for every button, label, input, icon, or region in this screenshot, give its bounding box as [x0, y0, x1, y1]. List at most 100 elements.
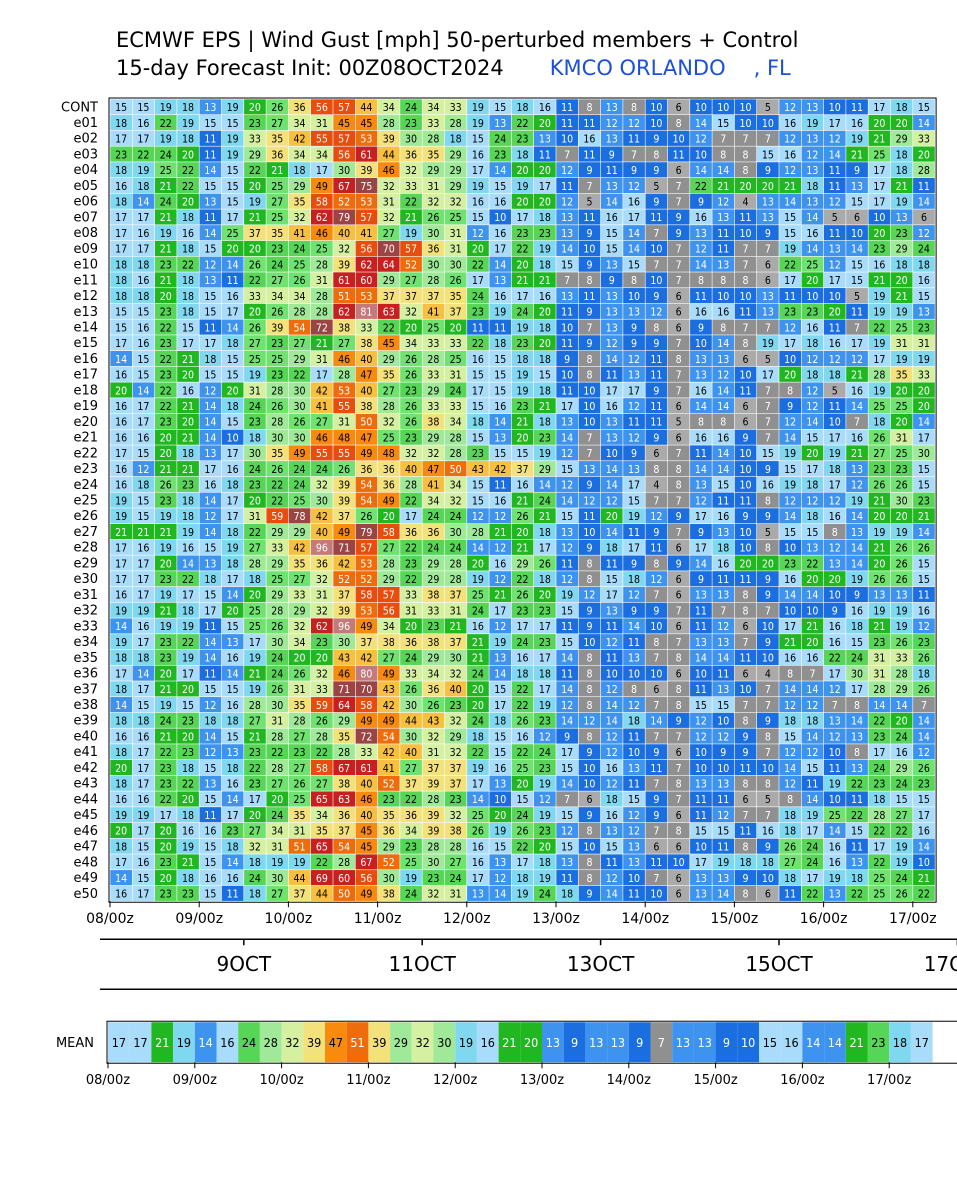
cell-value: 8 — [787, 385, 793, 397]
cell-value: 9 — [586, 810, 592, 822]
cell-value: 20 — [740, 558, 752, 570]
cell-value: 18 — [784, 810, 796, 822]
cell-value: 26 — [271, 621, 283, 633]
heat-cell — [154, 130, 177, 146]
cell-value: 15 — [918, 558, 930, 570]
cell-value: 44 — [383, 149, 395, 161]
cell-value: 15 — [137, 495, 149, 507]
cell-value: 14 — [829, 149, 841, 161]
cell-value: 19 — [160, 543, 172, 555]
heat-cell — [890, 225, 913, 241]
cell-value: 14 — [918, 716, 930, 728]
cell-value: 14 — [561, 684, 573, 696]
cell-value: 18 — [539, 857, 551, 869]
cell-value: 9 — [743, 511, 749, 523]
cell-value: 18 — [115, 653, 127, 665]
mean-value: 16 — [220, 1035, 234, 1050]
cell-value: 24 — [450, 543, 462, 555]
cell-value: 32 — [450, 495, 462, 507]
cell-value: 15 — [494, 747, 506, 759]
cell-value: 23 — [160, 259, 172, 271]
cell-value: 20 — [896, 118, 908, 130]
cell-value: 15 — [227, 684, 239, 696]
cell-value: 6 — [676, 621, 682, 633]
cell-value: 14 — [494, 417, 506, 429]
cell-value: 14 — [918, 417, 930, 429]
cell-value: 9 — [586, 480, 592, 492]
heat-cell — [311, 303, 333, 319]
cell-value: 9 — [765, 716, 771, 728]
cell-value: 23 — [160, 763, 172, 775]
cell-value: 17 — [829, 118, 841, 130]
cell-value: 15 — [472, 495, 484, 507]
cell-value: 24 — [450, 385, 462, 397]
cell-value: 13 — [695, 590, 707, 602]
cell-value: 18 — [539, 574, 551, 586]
cell-value: 20 — [896, 417, 908, 429]
heat-cell — [623, 225, 645, 241]
cell-value: 37 — [517, 464, 529, 476]
heat-cell — [266, 130, 289, 146]
cell-value: 10 — [650, 102, 662, 114]
cell-value: 10 — [650, 275, 662, 287]
cell-value: 37 — [338, 590, 350, 602]
cell-value: 8 — [743, 889, 749, 901]
cell-value: 16 — [472, 621, 484, 633]
cell-value: 29 — [427, 385, 439, 397]
heat-cell — [444, 99, 467, 115]
cell-value: 11 — [740, 653, 752, 665]
heat-cell — [645, 225, 668, 241]
cell-value: 10 — [740, 527, 752, 539]
cell-value: 13 — [494, 779, 506, 791]
heat-cell — [422, 209, 445, 225]
cell-value: 28 — [427, 134, 439, 146]
cell-value: 11 — [494, 480, 506, 492]
cell-value: 15 — [204, 889, 216, 901]
cell-value: 9 — [631, 558, 637, 570]
heat-cell — [623, 130, 645, 146]
cell-value: 11 — [204, 212, 216, 224]
cell-value: 19 — [896, 857, 908, 869]
cell-value: 8 — [653, 322, 659, 334]
cell-value: 8 — [586, 668, 592, 680]
cell-value: 62 — [338, 307, 350, 319]
cell-value: 11 — [829, 181, 841, 193]
heat-cell — [377, 319, 400, 335]
cell-value: 11 — [717, 841, 729, 853]
heat-cell — [489, 288, 512, 304]
cell-value: 7 — [765, 810, 771, 822]
cell-value: 38 — [360, 338, 372, 350]
cell-value: 25 — [249, 605, 261, 617]
heat-cell — [913, 99, 935, 115]
cell-value: 8 — [586, 354, 592, 366]
heat-cell — [311, 272, 333, 288]
cell-value: 16 — [204, 480, 216, 492]
cell-value: 29 — [896, 763, 908, 775]
cell-value: 28 — [450, 574, 462, 586]
cell-value: 29 — [294, 181, 306, 193]
cell-value: 21 — [137, 527, 149, 539]
cell-value: 4 — [653, 480, 659, 492]
cell-value: 19 — [249, 196, 261, 208]
heat-cell — [846, 303, 868, 319]
cell-value: 23 — [918, 322, 930, 334]
cell-value: 9 — [653, 747, 659, 759]
cell-value: 12 — [784, 779, 796, 791]
cell-value: 30 — [271, 637, 283, 649]
heat-cell — [266, 319, 289, 335]
cell-value: 16 — [717, 307, 729, 319]
cell-value: 20 — [182, 417, 194, 429]
cell-value: 37 — [450, 590, 462, 602]
cell-value: 55 — [338, 448, 350, 460]
cell-value: 24 — [517, 810, 529, 822]
cell-value: 26 — [896, 574, 908, 586]
cell-value: 11 — [829, 228, 841, 240]
cell-value: 27 — [873, 448, 885, 460]
heat-cell — [177, 209, 199, 225]
cell-value: 36 — [294, 102, 306, 114]
cell-value: 16 — [806, 228, 818, 240]
cell-value: 19 — [896, 196, 908, 208]
cell-value: 10 — [583, 401, 595, 413]
mean-value: 13 — [611, 1035, 625, 1050]
row-label: e32 — [73, 604, 98, 619]
